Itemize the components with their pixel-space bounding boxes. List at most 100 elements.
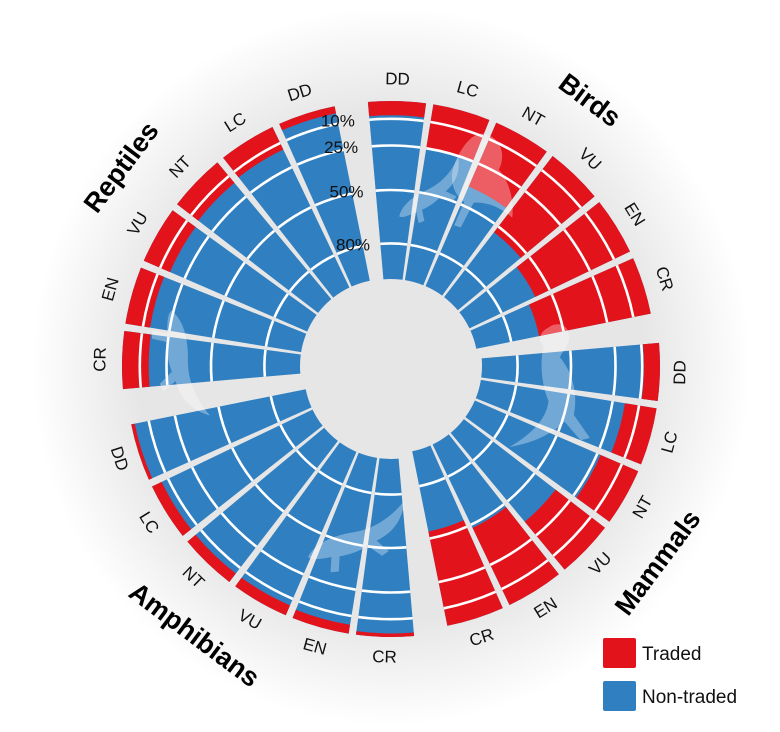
gridline-mammals-nt-0 — [593, 463, 624, 513]
gridline-reptiles-lc-3 — [310, 254, 335, 271]
bar-mammals-dd-traded — [641, 342, 660, 402]
gridline-reptiles-cr-0 — [138, 333, 144, 388]
bar-amphibians-dd-traded — [131, 423, 153, 480]
bar-amphibians-en-non-traded — [292, 452, 378, 634]
gridline-birds-cr-0 — [615, 264, 635, 318]
bar-reptiles-dd-non-traded — [279, 106, 370, 287]
bar-reptiles-dd-traded — [279, 106, 337, 131]
category-label-mammals-dd: DD — [670, 360, 690, 385]
gridline-amphibians-en-0 — [298, 600, 352, 618]
gridline-birds-lc-0 — [430, 120, 484, 138]
gridline-mammals-vu-0 — [552, 516, 592, 557]
gridline-reptiles-cr-3 — [263, 349, 267, 377]
gridline-mammals-dd-1 — [612, 346, 617, 396]
bar-birds-en-traded — [516, 202, 630, 297]
gridline-amphibians-en-2 — [325, 534, 364, 548]
gridline-amphibians-cr-3 — [374, 492, 402, 496]
gridline-mammals-cr-3 — [418, 476, 446, 488]
ring-label-25-: 25% — [324, 138, 358, 157]
gridline-reptiles-dd-0 — [285, 122, 339, 142]
category-label-amphibians-cr: CR — [372, 647, 397, 667]
bar-birds-lc-traded — [426, 104, 490, 162]
gridline-birds-nt-2 — [460, 203, 496, 225]
gridline-reptiles-vu-1 — [183, 235, 210, 279]
gridline-mammals-dd-0 — [638, 344, 644, 399]
gridline-amphibians-lc-0 — [166, 478, 198, 526]
frog-silhouette-icon — [308, 500, 405, 573]
bar-mammals-cr-traded — [428, 520, 503, 626]
gridline-mammals-lc-1 — [598, 401, 614, 449]
gridline-birds-lc-3 — [410, 243, 438, 254]
legend-label-non-traded: Non-traded — [642, 687, 737, 708]
gridline-mammals-en-0 — [501, 559, 549, 591]
gridline-reptiles-vu-0 — [158, 219, 189, 269]
gridline-mammals-dd-2 — [568, 350, 573, 390]
bar-amphibians-dd-non-traded — [131, 389, 312, 480]
bar-amphibians-vu-traded — [235, 577, 290, 616]
gridline-birds-en-3 — [486, 289, 503, 314]
gridline-mammals-cr-1 — [438, 566, 486, 584]
bar-amphibians-cr-traded — [355, 631, 415, 637]
legend-label-traded: Traded — [642, 644, 702, 665]
gridline-birds-nt-3 — [439, 252, 464, 268]
gridline-mammals-vu-1 — [535, 499, 571, 537]
bar-reptiles-en-non-traded — [125, 267, 307, 353]
gridline-reptiles-lc-2 — [277, 206, 312, 229]
gridline-amphibians-dd-0 — [147, 420, 167, 474]
bird-silhouette-icon — [451, 133, 513, 228]
gridline-birds-dd-1 — [371, 144, 421, 149]
bar-mammals-vu-traded — [524, 489, 605, 570]
legend-swatch-traded — [603, 638, 636, 668]
gridline-mammals-lc-2 — [557, 393, 571, 432]
salamander-silhouette-icon — [151, 310, 211, 416]
gridline-reptiles-nt-0 — [190, 175, 230, 216]
gridline-reptiles-dd-2 — [314, 192, 353, 207]
gridline-amphibians-cr-0 — [358, 615, 413, 621]
gridline-reptiles-en-0 — [141, 273, 159, 327]
kangaroo-silhouette-icon — [509, 324, 590, 448]
gridline-birds-en-0 — [584, 212, 616, 260]
category-label-birds-dd: DD — [385, 69, 410, 89]
gridline-amphibians-lc-3 — [279, 424, 296, 449]
gridline-reptiles-dd-1 — [296, 148, 344, 166]
gridline-amphibians-nt-3 — [295, 449, 317, 471]
ring-label-80-: 80% — [336, 235, 370, 254]
lizard-silhouette-icon — [399, 156, 459, 224]
gridline-birds-dd-0 — [369, 117, 424, 123]
gridline-reptiles-cr-1 — [165, 336, 170, 386]
bar-mammals-nt-traded — [576, 454, 639, 522]
gridline-amphibians-vu-2 — [286, 513, 322, 535]
gridline-mammals-en-3 — [447, 461, 472, 478]
gridline-birds-vu-0 — [541, 169, 582, 209]
gridline-reptiles-nt-3 — [288, 270, 310, 292]
gridline-birds-vu-2 — [497, 225, 528, 255]
grid-layer — [138, 117, 644, 621]
gridline-amphibians-en-1 — [308, 575, 356, 591]
gridline-mammals-dd-3 — [515, 355, 519, 383]
silhouette-layer — [151, 133, 590, 573]
gridline-reptiles-lc-1 — [249, 165, 293, 194]
bar-reptiles-nt-traded — [177, 162, 235, 221]
gridline-mammals-lc-0 — [623, 405, 641, 459]
category-label-reptiles-cr: CR — [90, 347, 110, 372]
gridline-amphibians-vu-0 — [244, 570, 294, 601]
gridline-reptiles-vu-3 — [273, 293, 289, 318]
gridline-mammals-nt-3 — [493, 414, 509, 439]
gridline-mammals-vu-3 — [472, 440, 494, 462]
ring-label-10-: 10% — [321, 112, 355, 131]
gridline-birds-dd-2 — [375, 188, 415, 193]
gridline-amphibians-nt-1 — [220, 512, 258, 548]
gridline-amphibians-dd-1 — [173, 415, 191, 463]
gridline-mammals-lc-3 — [507, 385, 518, 413]
gridline-reptiles-lc-0 — [233, 141, 281, 173]
gridline-reptiles-en-2 — [211, 300, 225, 339]
bar-reptiles-lc-non-traded — [223, 127, 350, 298]
bar-amphibians-nt-non-traded — [187, 427, 338, 582]
bar-mammals-lc-non-traded — [475, 379, 657, 465]
gridline-mammals-en-2 — [470, 503, 505, 526]
gridline-amphibians-cr-1 — [361, 589, 411, 594]
bar-amphibians-lc-non-traded — [152, 409, 323, 536]
gridline-birds-cr-2 — [550, 293, 565, 332]
gridline-mammals-cr-0 — [443, 590, 497, 610]
